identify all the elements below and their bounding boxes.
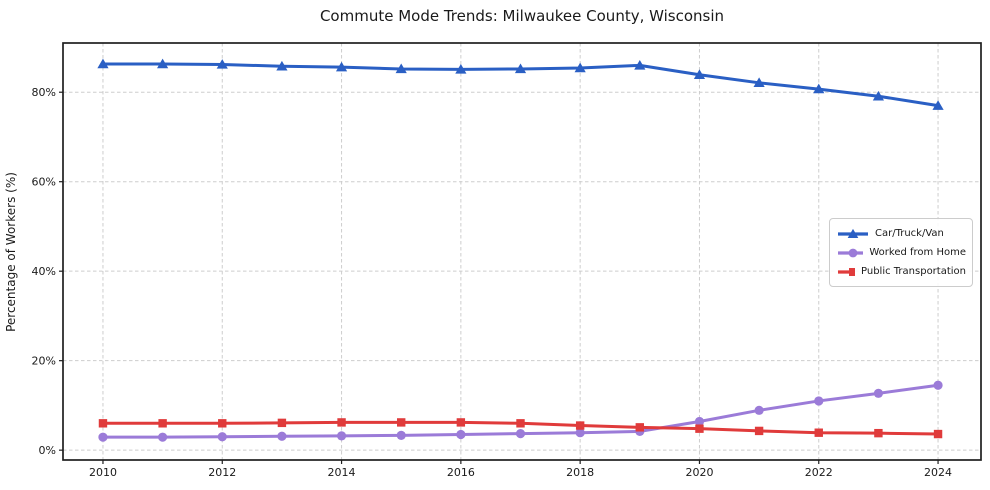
legend-label: Car/Truck/Van: [875, 228, 944, 239]
triangle-marker: [932, 100, 944, 110]
triangle-marker: [514, 63, 527, 74]
triangle-marker: [813, 83, 825, 94]
chart-title: Commute Mode Trends: Milwaukee County, W…: [319, 7, 725, 25]
circle-marker: [515, 429, 526, 439]
square-marker: [456, 418, 466, 427]
square-marker: [397, 418, 406, 427]
square-marker: [277, 418, 287, 428]
circle-marker: [277, 431, 287, 441]
triangle-marker: [335, 61, 348, 72]
plot-border: [62, 42, 982, 461]
square-marker: [849, 267, 856, 276]
x-tick-label: 2010: [89, 466, 117, 479]
square-marker: [933, 429, 943, 439]
circle-marker: [456, 429, 466, 440]
square-marker: [337, 418, 346, 427]
x-tick-label: 2016: [447, 466, 475, 479]
circle-marker: [98, 432, 108, 442]
circle-marker: [873, 388, 884, 398]
triangle-marker: [276, 60, 288, 71]
y-tick-label: 40%: [32, 265, 56, 278]
triangle-marker: [455, 63, 467, 74]
triangle-marker: [634, 59, 646, 70]
triangle-marker: [157, 58, 169, 69]
triangle-marker: [693, 69, 706, 79]
circle-marker: [933, 380, 943, 390]
chart-legend: Car/Truck/Van Worked from Home Public Tran…: [829, 218, 973, 287]
legend-label: Worked from Home: [869, 247, 966, 258]
square-marker: [158, 419, 167, 428]
legend-item-public-transportation: Public Transportation: [837, 262, 966, 281]
triangle-marker: [97, 58, 109, 69]
x-tick-label: 2020: [685, 466, 713, 479]
y-tick-label: 20%: [32, 355, 56, 368]
square-marker: [516, 419, 525, 428]
square-marker: [635, 423, 645, 432]
legend-item-worked-from-home: Worked from Home: [837, 243, 966, 262]
square-marker: [814, 428, 823, 437]
y-tick-label: 60%: [32, 176, 56, 189]
legend-triangle-swatch: [838, 228, 868, 238]
circle-marker: [694, 416, 705, 427]
circle-marker: [754, 405, 764, 415]
circle-marker: [575, 428, 585, 438]
square-marker: [98, 419, 108, 428]
y-tick-label: 0%: [39, 444, 56, 457]
circle-marker: [814, 396, 824, 406]
legend-square-swatch: [838, 267, 856, 276]
x-tick-label: 2014: [328, 466, 356, 479]
triangle-marker: [847, 228, 859, 238]
x-tick-label: 2022: [805, 466, 833, 479]
square-marker: [874, 428, 883, 438]
x-tick-label: 2024: [924, 466, 952, 479]
triangle-marker: [216, 59, 228, 69]
triangle-marker: [872, 90, 885, 101]
legend-item-car-truck-van: Car/Truck/Van: [837, 224, 966, 243]
square-marker: [218, 419, 227, 428]
y-tick-label: 80%: [32, 86, 56, 99]
circle-marker: [396, 430, 406, 440]
circle-marker: [336, 431, 347, 441]
square-marker: [575, 421, 585, 430]
triangle-marker: [395, 63, 407, 74]
legend-label: Public Transportation: [861, 266, 966, 277]
legend-circle-swatch: [838, 248, 864, 257]
triangle-marker: [753, 77, 765, 88]
circle-marker: [848, 248, 858, 257]
square-marker: [754, 426, 764, 436]
triangle-marker: [574, 62, 586, 73]
circle-marker: [158, 432, 168, 442]
x-tick-label: 2018: [566, 466, 594, 479]
square-marker: [695, 424, 704, 433]
x-tick-label: 2012: [208, 466, 236, 479]
circle-marker: [217, 432, 227, 442]
